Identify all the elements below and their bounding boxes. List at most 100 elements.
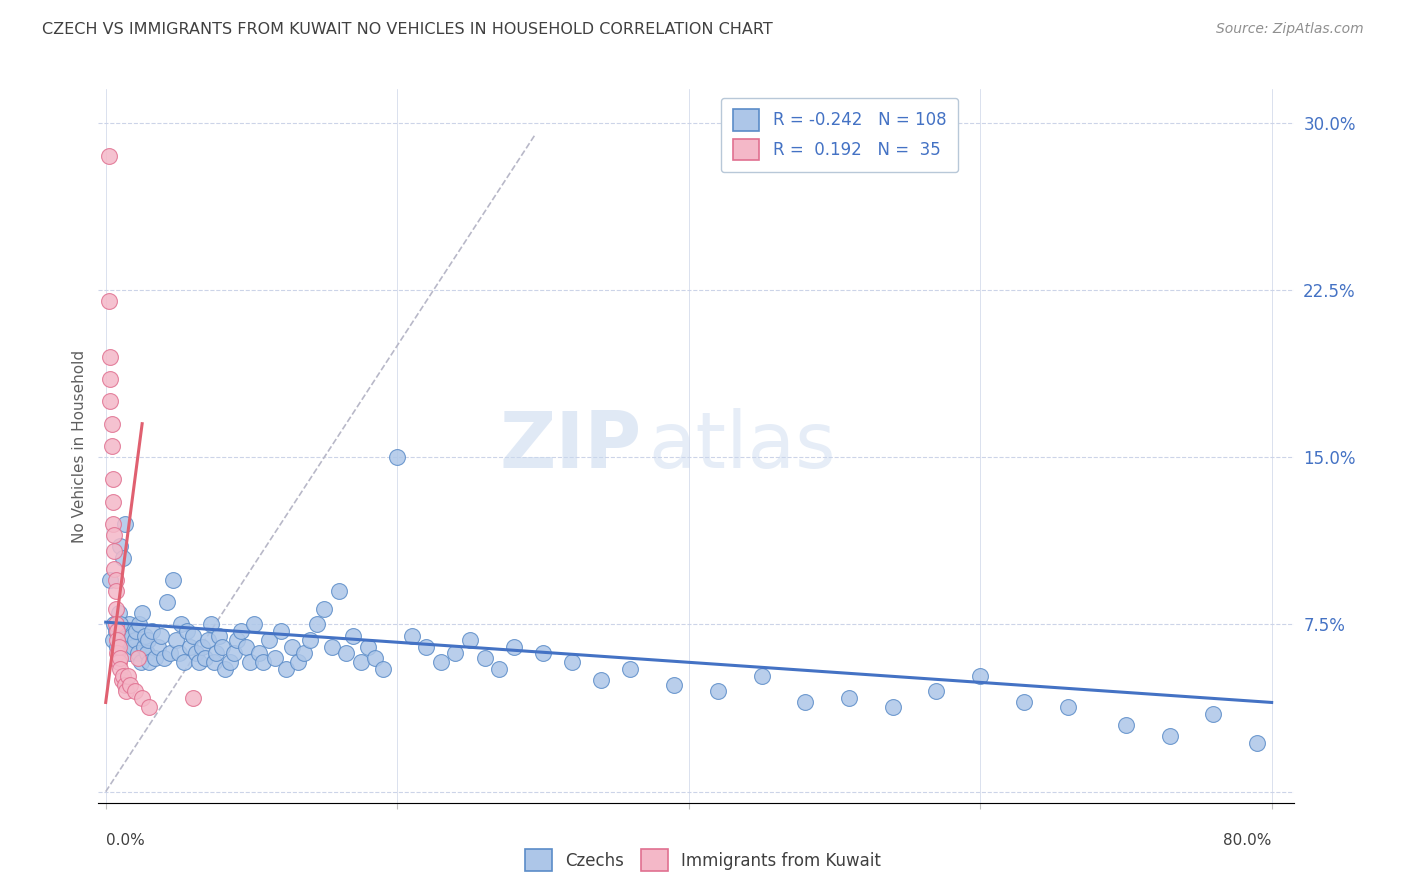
Point <box>1202 706 1225 721</box>
Point <box>138 699 160 714</box>
Point <box>179 640 201 654</box>
Text: Source: ZipAtlas.com: Source: ZipAtlas.com <box>1216 22 1364 37</box>
Point <box>1115 717 1137 731</box>
Point <box>350 655 373 669</box>
Point <box>474 651 496 665</box>
Point <box>98 394 121 409</box>
Point <box>173 655 195 669</box>
Point <box>401 628 423 642</box>
Point <box>131 690 153 705</box>
Point <box>110 651 132 665</box>
Point <box>122 640 145 654</box>
Point <box>252 655 274 669</box>
Point <box>112 669 135 683</box>
Point <box>117 669 139 683</box>
Point <box>120 678 142 692</box>
Point <box>162 573 184 587</box>
Point <box>200 617 222 632</box>
Point <box>111 673 134 687</box>
Point <box>218 655 240 669</box>
Point <box>342 628 364 642</box>
Point <box>184 646 207 660</box>
Point <box>110 617 132 632</box>
Point <box>208 628 231 642</box>
Point <box>103 528 125 542</box>
Point <box>364 651 387 665</box>
Point <box>120 646 142 660</box>
Point <box>751 669 773 683</box>
Point <box>97 149 120 163</box>
Point <box>127 651 149 665</box>
Point <box>181 690 204 705</box>
Point <box>222 646 245 660</box>
Text: ZIP: ZIP <box>501 408 643 484</box>
Point <box>105 640 128 654</box>
Point <box>211 640 233 654</box>
Y-axis label: No Vehicles in Household: No Vehicles in Household <box>72 350 87 542</box>
Point <box>100 417 122 431</box>
Point <box>707 684 730 698</box>
Point <box>141 624 163 639</box>
Point <box>104 583 127 598</box>
Point <box>118 617 141 632</box>
Point <box>270 624 292 639</box>
Point <box>131 607 153 621</box>
Point <box>132 640 155 654</box>
Point <box>104 573 127 587</box>
Point <box>114 678 136 692</box>
Point <box>117 633 139 648</box>
Point <box>100 439 122 453</box>
Point <box>188 655 211 669</box>
Point <box>194 651 217 665</box>
Point <box>305 617 328 632</box>
Point <box>488 662 510 676</box>
Legend: R = -0.242   N = 108, R =  0.192   N =  35: R = -0.242 N = 108, R = 0.192 N = 35 <box>721 97 957 172</box>
Point <box>98 573 121 587</box>
Point <box>328 583 350 598</box>
Point <box>292 646 315 660</box>
Point <box>243 617 266 632</box>
Point <box>110 539 132 553</box>
Point <box>103 562 125 576</box>
Point <box>314 601 336 615</box>
Point <box>619 662 641 676</box>
Point <box>444 646 467 660</box>
Point <box>276 662 298 676</box>
Point <box>170 617 193 632</box>
Point <box>127 646 149 660</box>
Point <box>591 673 613 687</box>
Point <box>138 655 160 669</box>
Point <box>167 646 190 660</box>
Point <box>125 624 148 639</box>
Point <box>502 640 524 654</box>
Point <box>104 617 127 632</box>
Point <box>110 662 132 676</box>
Point <box>371 662 394 676</box>
Text: 80.0%: 80.0% <box>1223 833 1271 848</box>
Point <box>135 646 157 660</box>
Point <box>662 678 685 692</box>
Point <box>101 472 124 486</box>
Point <box>115 624 138 639</box>
Point <box>794 696 817 710</box>
Point <box>105 633 128 648</box>
Point <box>97 293 120 308</box>
Point <box>148 640 170 654</box>
Point <box>969 669 991 683</box>
Point <box>235 640 257 654</box>
Point <box>239 655 262 669</box>
Point <box>357 640 380 654</box>
Point <box>165 633 187 648</box>
Point <box>281 640 304 654</box>
Point <box>111 633 134 648</box>
Point <box>101 517 124 532</box>
Point <box>129 655 152 669</box>
Point <box>1159 729 1181 743</box>
Point <box>150 628 173 642</box>
Point <box>231 624 253 639</box>
Point <box>1246 735 1268 749</box>
Point <box>197 633 219 648</box>
Point <box>385 450 409 464</box>
Point <box>124 633 146 648</box>
Point <box>136 633 159 648</box>
